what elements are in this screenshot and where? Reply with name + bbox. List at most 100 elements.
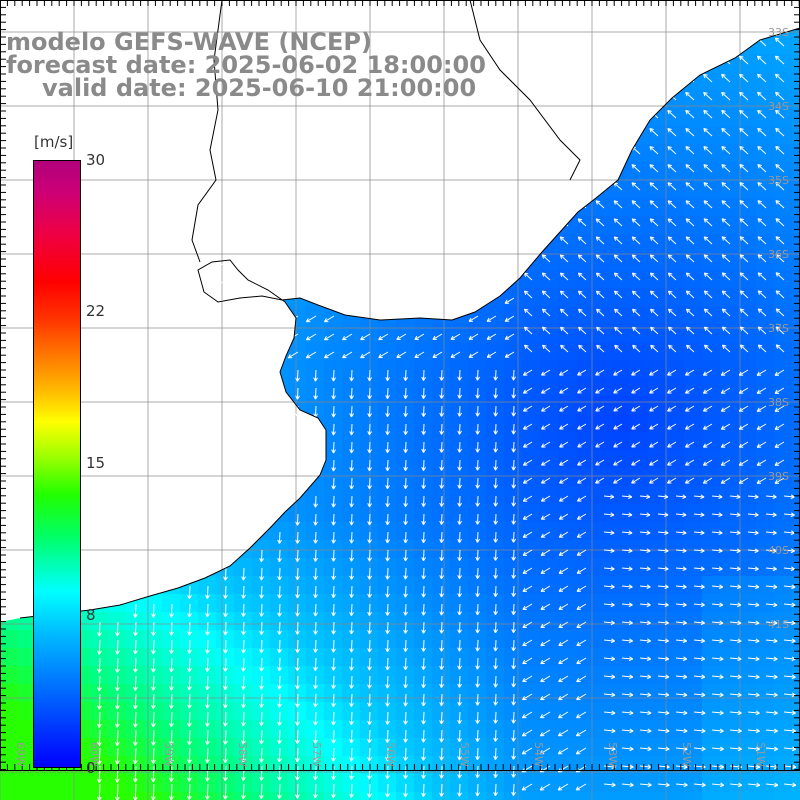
speed-cell: [162, 594, 180, 612]
speed-cell: [450, 396, 468, 414]
speed-cell: [288, 666, 306, 684]
speed-cell: [396, 666, 414, 684]
speed-cell: [360, 666, 378, 684]
speed-cell: [684, 666, 702, 684]
speed-cell: [324, 396, 342, 414]
speed-cell: [666, 702, 684, 720]
speed-cell: [252, 576, 270, 594]
speed-cell: [324, 612, 342, 630]
speed-cell: [306, 666, 324, 684]
speed-cell: [792, 612, 800, 630]
speed-cell: [288, 702, 306, 720]
colorbar-tick-30: 30: [86, 151, 106, 169]
speed-cell: [756, 576, 774, 594]
speed-cell: [504, 414, 522, 432]
speed-cell: [612, 774, 630, 792]
speed-cell: [648, 504, 666, 522]
speed-cell: [288, 558, 306, 576]
longitude-label: 55W: [457, 742, 471, 767]
speed-cell: [396, 630, 414, 648]
speed-cell: [720, 792, 738, 800]
speed-cell: [630, 486, 648, 504]
speed-cell: [792, 144, 800, 162]
speed-cell: [738, 648, 756, 666]
speed-cell: [414, 666, 432, 684]
speed-cell: [594, 540, 612, 558]
speed-cell: [288, 594, 306, 612]
speed-cell: [342, 702, 360, 720]
speed-cell: [630, 702, 648, 720]
speed-cell: [450, 648, 468, 666]
speed-cell: [360, 558, 378, 576]
speed-cell: [342, 486, 360, 504]
speed-cell: [684, 540, 702, 558]
speed-cell: [216, 612, 234, 630]
speed-cell: [306, 558, 324, 576]
speed-cell: [162, 612, 180, 630]
speed-cell: [702, 774, 720, 792]
speed-cell: [234, 630, 252, 648]
speed-cell: [774, 630, 792, 648]
speed-cell: [468, 576, 486, 594]
speed-cell: [450, 666, 468, 684]
speed-cell: [162, 630, 180, 648]
latitude-label: 38S: [768, 396, 789, 409]
speed-cell: [468, 648, 486, 666]
speed-cell: [774, 774, 792, 792]
speed-cell: [648, 522, 666, 540]
speed-cell: [504, 378, 522, 396]
speed-cell: [324, 720, 342, 738]
speed-cell: [216, 666, 234, 684]
speed-cell: [720, 702, 738, 720]
speed-cell: [90, 702, 108, 720]
speed-cell: [450, 702, 468, 720]
speed-cell: [630, 720, 648, 738]
speed-cell: [702, 720, 720, 738]
speed-cell: [792, 540, 800, 558]
speed-cell: [702, 738, 720, 756]
speed-cell: [756, 630, 774, 648]
speed-cell: [450, 594, 468, 612]
speed-cell: [720, 648, 738, 666]
speed-cell: [450, 432, 468, 450]
speed-cell: [666, 504, 684, 522]
speed-cell: [486, 594, 504, 612]
colorbar-tick-8: 8: [86, 606, 96, 624]
speed-cell: [360, 378, 378, 396]
speed-cell: [450, 612, 468, 630]
speed-cell: [594, 720, 612, 738]
speed-cell: [486, 558, 504, 576]
speed-cell: [252, 648, 270, 666]
speed-cell: [648, 738, 666, 756]
speed-cell: [396, 378, 414, 396]
speed-cell: [720, 594, 738, 612]
speed-cell: [702, 576, 720, 594]
speed-cell: [648, 576, 666, 594]
speed-cell: [648, 684, 666, 702]
speed-cell: [18, 720, 36, 738]
speed-cell: [630, 504, 648, 522]
speed-cell: [594, 684, 612, 702]
speed-cell: [630, 576, 648, 594]
speed-cell: [288, 540, 306, 558]
speed-cell: [756, 594, 774, 612]
speed-cell: [342, 558, 360, 576]
speed-cell: [432, 594, 450, 612]
speed-cell: [774, 558, 792, 576]
speed-cell: [0, 720, 18, 738]
speed-cell: [792, 792, 800, 800]
speed-cell: [414, 702, 432, 720]
speed-cell: [720, 630, 738, 648]
speed-cell: [198, 576, 216, 594]
speed-cell: [504, 432, 522, 450]
speed-cell: [594, 504, 612, 522]
speed-cell: [522, 792, 540, 800]
speed-cell: [306, 720, 324, 738]
speed-cell: [234, 720, 252, 738]
speed-cell: [468, 468, 486, 486]
speed-cell: [270, 558, 288, 576]
speed-cell: [324, 576, 342, 594]
speed-cell: [684, 720, 702, 738]
speed-cell: [288, 630, 306, 648]
